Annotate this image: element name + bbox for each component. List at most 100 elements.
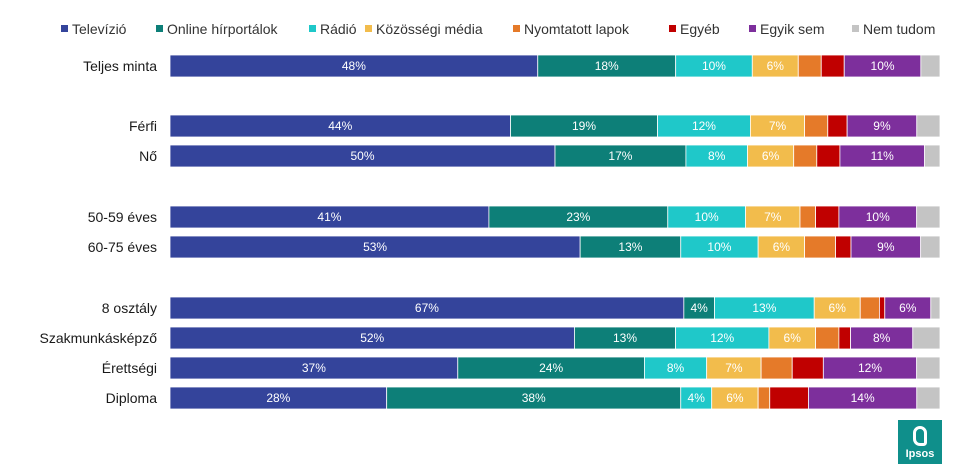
ipsos-logo: Ipsos xyxy=(898,420,942,464)
bar-row: 50-59 éves 41% 23% 10% 7% 10% xyxy=(88,205,941,229)
bar-segment xyxy=(859,296,880,320)
data-label: 6% xyxy=(773,240,791,254)
row-label: 8 osztály xyxy=(102,300,157,316)
bar-row: Szakmunkásképző 52% 13% 12% 6% 8% xyxy=(39,326,941,350)
legend-swatch xyxy=(156,25,163,32)
bar-segment xyxy=(827,114,848,138)
data-label: 9% xyxy=(877,240,895,254)
data-label: 10% xyxy=(866,210,890,224)
data-label: 7% xyxy=(769,119,787,133)
data-label: 7% xyxy=(764,210,782,224)
bar-segment xyxy=(916,356,941,380)
bar-segment xyxy=(838,326,851,350)
bar-segment xyxy=(815,326,840,350)
bar-segment xyxy=(797,54,822,78)
data-label: 4% xyxy=(691,301,709,315)
data-label: 8% xyxy=(667,361,685,375)
data-label: 13% xyxy=(613,331,637,345)
data-label: 13% xyxy=(752,301,776,315)
legend-swatch xyxy=(513,25,520,32)
data-label: 6% xyxy=(726,391,744,405)
data-label: 10% xyxy=(695,210,719,224)
row-label: Férfi xyxy=(129,118,157,134)
chart-legend: Televízió Online hírportálok Rádió Közösség… xyxy=(61,21,935,37)
bar-segment xyxy=(930,296,941,320)
bar-segment xyxy=(912,326,941,350)
data-label: 48% xyxy=(342,59,366,73)
data-label: 7% xyxy=(725,361,743,375)
data-label: 52% xyxy=(360,331,384,345)
data-label: 12% xyxy=(692,119,716,133)
logo-text: Ipsos xyxy=(905,448,935,460)
legend-swatch xyxy=(749,25,756,32)
legend-label: Rádió xyxy=(320,21,357,37)
data-label: 50% xyxy=(350,149,374,163)
bar-segment xyxy=(791,356,824,380)
legend-swatch xyxy=(669,25,676,32)
bar-row: Férfi 44% 19% 12% 7% 9% xyxy=(129,114,941,138)
row-label: Teljes minta xyxy=(83,58,157,74)
data-label: 6% xyxy=(762,149,780,163)
bar-segment xyxy=(920,235,941,259)
legend-label: Egyéb xyxy=(680,21,720,37)
bar-row: 8 osztály 67% 4% 13% 6% 6% xyxy=(102,296,941,320)
data-label: 19% xyxy=(572,119,596,133)
bar-segment xyxy=(760,356,793,380)
legend-label: Egyik sem xyxy=(760,21,825,37)
bar-segment xyxy=(757,386,771,410)
data-label: 44% xyxy=(328,119,352,133)
row-label: Diploma xyxy=(106,390,158,406)
bar-segment xyxy=(769,386,809,410)
row-label: 60-75 éves xyxy=(88,239,157,255)
bar-segment xyxy=(793,144,818,168)
bar-segment xyxy=(916,114,941,138)
bar-segment xyxy=(835,235,852,259)
data-label: 8% xyxy=(708,149,726,163)
data-label: 12% xyxy=(858,361,882,375)
data-label: 12% xyxy=(710,331,734,345)
bar-segment xyxy=(820,54,845,78)
bar-segment xyxy=(804,235,836,259)
data-label: 8% xyxy=(873,331,891,345)
data-label: 23% xyxy=(566,210,590,224)
data-label: 37% xyxy=(302,361,326,375)
row-label: Érettségi xyxy=(102,360,157,376)
bar-segment xyxy=(924,144,941,168)
row-label: Szakmunkásképző xyxy=(39,330,157,346)
bar-segment xyxy=(920,54,941,78)
data-label: 38% xyxy=(522,391,546,405)
legend-swatch xyxy=(309,25,316,32)
data-label: 11% xyxy=(871,149,894,163)
data-label: 67% xyxy=(415,301,439,315)
data-label: 4% xyxy=(688,391,706,405)
data-label: 13% xyxy=(618,240,642,254)
legend-swatch xyxy=(61,25,68,32)
bar-segment xyxy=(799,205,816,229)
data-label: 24% xyxy=(539,361,563,375)
data-label: 28% xyxy=(266,391,290,405)
data-label: 6% xyxy=(767,59,785,73)
legend-label: Nem tudom xyxy=(863,21,935,37)
data-label: 6% xyxy=(784,331,802,345)
data-label: 10% xyxy=(702,59,726,73)
bar-segment xyxy=(815,205,840,229)
bar-segment xyxy=(879,296,886,320)
bar-segment xyxy=(804,114,829,138)
bar-row: Diploma 28% 38% 4% 6% 14% xyxy=(106,386,941,410)
data-label: 41% xyxy=(317,210,341,224)
data-label: 6% xyxy=(829,301,847,315)
data-label: 10% xyxy=(707,240,731,254)
legend-label: Nyomtatott lapok xyxy=(524,21,630,37)
bar-segment xyxy=(916,386,941,410)
data-label: 53% xyxy=(363,240,387,254)
data-label: 10% xyxy=(871,59,895,73)
legend-label: Online hírportálok xyxy=(167,21,279,37)
legend-label: Televízió xyxy=(72,21,127,37)
bar-row: Nő 50% 17% 8% 6% 11% xyxy=(139,144,941,168)
data-label: 18% xyxy=(595,59,619,73)
legend-swatch xyxy=(365,25,372,32)
bar-segment xyxy=(916,205,941,229)
data-label: 14% xyxy=(851,391,875,405)
chart-bars: Teljes minta 48% 18% 10% 6% 10% Férfi 44% 19% 12%… xyxy=(39,54,941,410)
